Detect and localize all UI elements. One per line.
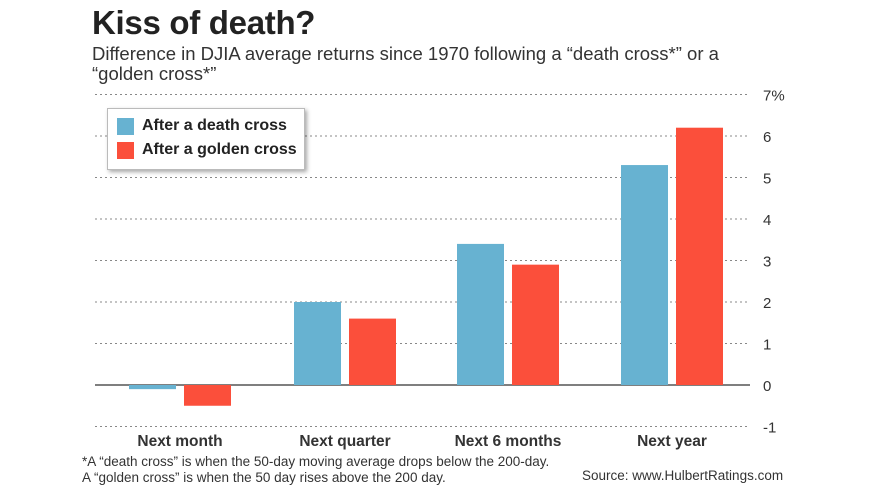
bar-golden-cross xyxy=(676,127,723,385)
bar-golden-cross xyxy=(349,318,396,385)
legend-label-golden-cross: After a golden cross xyxy=(142,141,297,158)
legend-swatch-golden-cross xyxy=(117,141,134,159)
y-tick-label: 6 xyxy=(763,129,771,146)
bars xyxy=(129,127,723,406)
x-tick-label: Next 6 months xyxy=(455,433,562,450)
x-tick-label: Next year xyxy=(637,433,707,450)
bar-death-cross xyxy=(457,243,504,385)
x-tick-label: Next quarter xyxy=(299,433,390,450)
y-tick-label: 5 xyxy=(763,171,771,188)
bar-golden-cross xyxy=(184,385,231,406)
bar-golden-cross xyxy=(512,264,559,385)
legend-swatch-death-cross xyxy=(117,117,134,135)
chart-subtitle: Difference in DJIA average returns since… xyxy=(92,43,719,84)
footnote: *A “death cross” is when the 50-day movi… xyxy=(82,454,550,485)
source-credit: Source: www.HulbertRatings.com xyxy=(582,468,784,483)
y-tick-label: 3 xyxy=(763,254,771,271)
y-tick-label: 7% xyxy=(763,88,785,105)
y-tick-label: 4 xyxy=(763,212,771,229)
y-axis-ticks: -1 0 1 2 3 4 5 6 7% xyxy=(763,88,785,437)
bar-death-cross xyxy=(621,165,668,385)
legend-item-death-cross: After a death cross xyxy=(117,116,287,136)
y-tick-label: 2 xyxy=(763,295,771,312)
chart-title: Kiss of death? xyxy=(92,4,316,41)
bar-death-cross xyxy=(129,385,176,390)
x-axis-ticks: Next month Next quarter Next 6 months Next … xyxy=(137,433,707,450)
x-tick-label: Next month xyxy=(137,433,222,450)
y-tick-label: 1 xyxy=(763,337,771,354)
legend: After a death cross After a golden cross xyxy=(107,108,305,170)
legend-item-golden-cross: After a golden cross xyxy=(117,140,297,160)
y-tick-label: 0 xyxy=(763,378,771,395)
legend-label-death-cross: After a death cross xyxy=(142,117,287,134)
y-tick-label: -1 xyxy=(763,420,776,437)
bar-death-cross xyxy=(294,302,341,385)
